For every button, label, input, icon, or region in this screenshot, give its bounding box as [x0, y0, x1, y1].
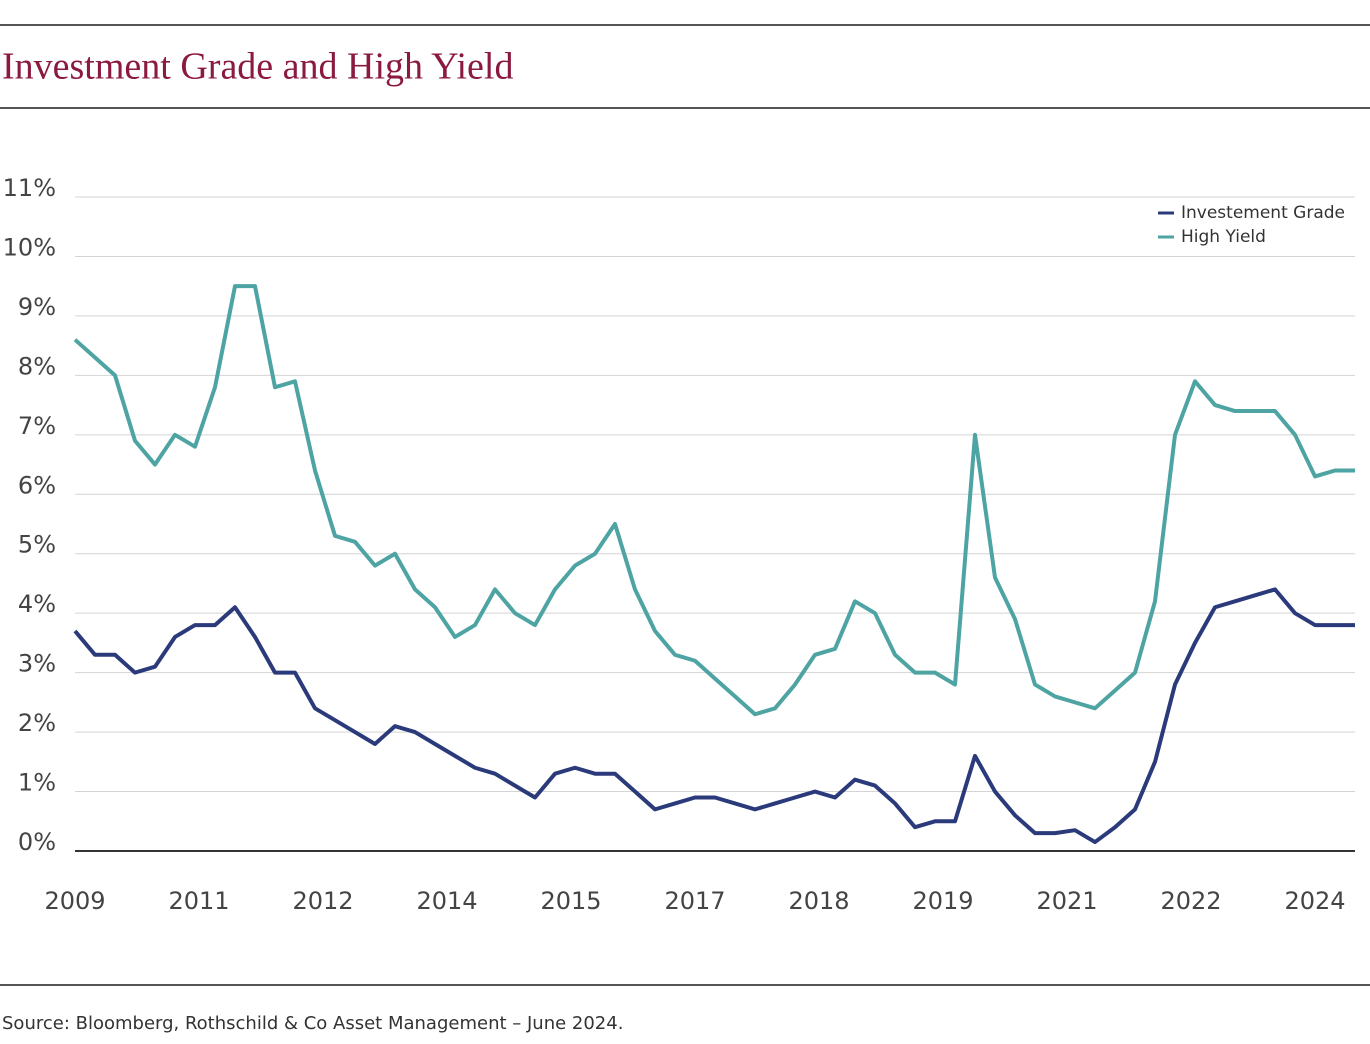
y-tick-label: 11%	[3, 174, 56, 202]
series-line	[73, 284, 1355, 717]
y-tick-label: 3%	[18, 650, 56, 678]
y-tick-label: 1%	[18, 769, 56, 797]
x-tick-label: 2011	[168, 887, 229, 915]
legend-label: Investement Grade	[1181, 203, 1345, 223]
x-tick-label: 2012	[292, 887, 353, 915]
source: Source: Bloomberg, Rothschild & Co Asset…	[2, 1013, 623, 1034]
y-tick-label: 9%	[18, 293, 56, 321]
x-tick-label: 2017	[664, 887, 725, 915]
x-tick-label: 2015	[540, 887, 601, 915]
y-tick-label: 5%	[18, 531, 56, 559]
y-tick-label: 0%	[18, 828, 56, 856]
x-tick-label: 2021	[1036, 887, 1097, 915]
x-tick-label: 2009	[44, 887, 105, 915]
x-tick-label: 2019	[912, 887, 973, 915]
y-tick-label: 4%	[18, 590, 56, 618]
y-tick-label: 10%	[3, 233, 56, 261]
y-tick-label: 8%	[18, 352, 56, 380]
series-line	[73, 587, 1355, 845]
x-tick-label: 2024	[1284, 887, 1345, 915]
chart-title: Investment Grade and High Yield	[2, 46, 513, 88]
y-tick-label: 2%	[18, 709, 56, 737]
y-tick-label: 7%	[18, 412, 56, 440]
x-tick-label: 2018	[788, 887, 849, 915]
y-tick-label: 6%	[18, 471, 56, 499]
x-tick-label: 2014	[416, 887, 477, 915]
x-tick-label: 2022	[1160, 887, 1221, 915]
legend-label: High Yield	[1181, 227, 1266, 247]
